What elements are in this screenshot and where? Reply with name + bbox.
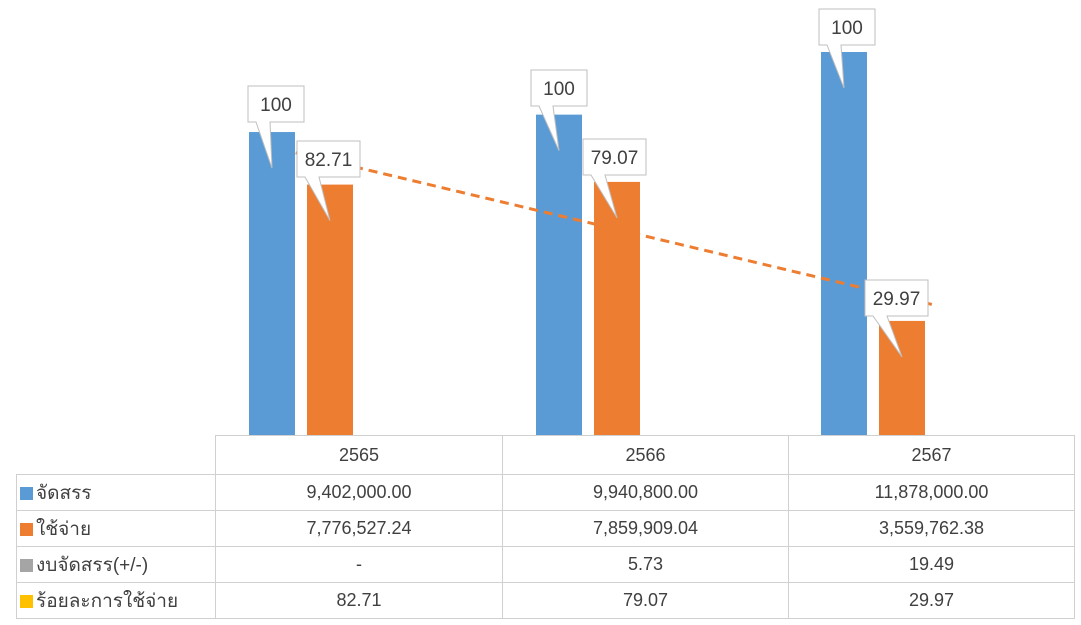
series-name: ใช้จ่าย: [36, 518, 92, 540]
legend-swatch: [20, 486, 33, 500]
callout-allocated-2565: 100: [247, 85, 305, 169]
table-cell: 3,559,762.38: [788, 510, 1075, 547]
series-name: ร้อยละการใช้จ่าย: [36, 590, 179, 612]
bar-spent-2565: [307, 184, 353, 436]
category-header-2567: 2567: [788, 435, 1075, 475]
bar-allocated-2567: [821, 52, 867, 436]
callout-spent-2567: 29.97: [864, 279, 929, 358]
series-label-cell: ใช้จ่าย: [16, 510, 216, 547]
data-table: 2565 2566 2567 จัดสรร 9,402,000.00 9,940,800…: [16, 435, 1075, 619]
bar-chart: 100 82.71 100 79.07 100 29.97: [247, 8, 937, 436]
data-table-header-row: 2565 2566 2567: [16, 435, 1075, 475]
table-row: ใช้จ่าย 7,776,527.24 7,859,909.04 3,559,762…: [16, 510, 1075, 547]
table-cell: 29.97: [788, 582, 1075, 619]
legend-swatch: [20, 558, 33, 572]
bar-spent-2566: [594, 181, 640, 436]
data-label: 100: [260, 95, 292, 116]
table-cell: 79.07: [502, 582, 789, 619]
category-header-2566: 2566: [502, 435, 789, 475]
trendline-spent: [295, 151, 937, 307]
table-cell: 7,859,909.04: [502, 510, 789, 547]
category-header-2565: 2565: [215, 435, 503, 475]
table-row: จัดสรร 9,402,000.00 9,940,800.00 11,878,000…: [16, 474, 1075, 511]
table-cell: 82.71: [215, 582, 503, 619]
legend-swatch: [20, 522, 33, 536]
data-label: 100: [543, 79, 575, 100]
callout-allocated-2566: 100: [530, 69, 588, 151]
callout-spent-2566: 79.07: [582, 138, 647, 219]
data-label: 29.97: [873, 289, 921, 310]
bar-allocated-2565: [249, 132, 295, 436]
callout-spent-2565: 82.71: [296, 140, 361, 221]
table-row: ร้อยละการใช้จ่าย 82.71 79.07 29.97: [16, 582, 1075, 619]
data-label: 82.71: [305, 150, 353, 171]
table-row: งบจัดสรร(+/-) -5.73 19.49: [16, 546, 1075, 583]
table-cell: 9,940,800.00: [502, 474, 789, 511]
callout-allocated-2567: 100: [818, 8, 876, 89]
table-corner: [16, 435, 216, 475]
table-cell: 9,402,000.00: [215, 474, 503, 511]
table-cell: 5.73: [502, 546, 789, 583]
table-cell: -: [215, 546, 503, 583]
table-cell: 11,878,000.00: [788, 474, 1075, 511]
series-label-cell: ร้อยละการใช้จ่าย: [16, 582, 216, 619]
table-cell: 7,776,527.24: [215, 510, 503, 547]
data-label: 100: [831, 18, 863, 39]
series-label-cell: งบจัดสรร(+/-): [16, 546, 216, 583]
series-name: งบจัดสรร(+/-): [36, 554, 149, 576]
series-name: จัดสรร: [36, 482, 92, 504]
bar-spent-2567: [879, 320, 925, 436]
legend-swatch: [20, 594, 33, 608]
series-label-cell: จัดสรร: [16, 474, 216, 511]
bar-allocated-2566: [536, 114, 582, 436]
table-cell: 19.49: [788, 546, 1075, 583]
data-label: 79.07: [591, 148, 639, 169]
